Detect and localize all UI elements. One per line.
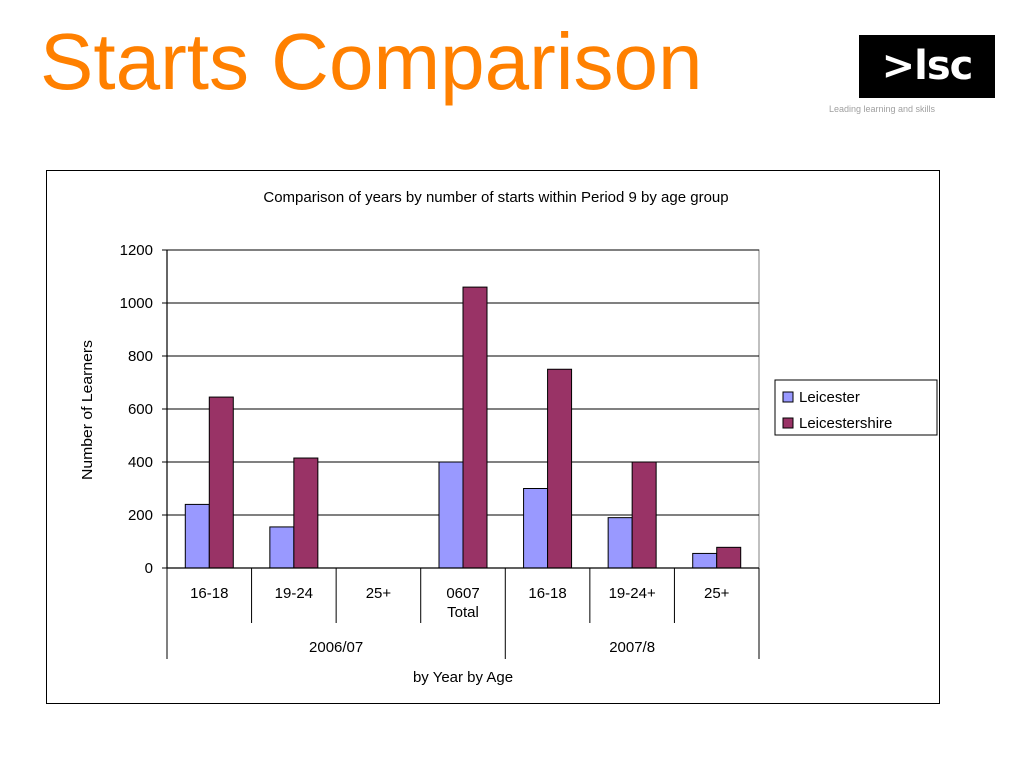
bar (692, 552, 718, 569)
chart-title: Comparison of years by number of starts … (263, 189, 728, 206)
x-tick-label: 25+ (366, 585, 392, 602)
bar (208, 396, 234, 569)
x-tick-label: 16-18 (190, 585, 228, 602)
x-tick-label: 19-24 (275, 585, 313, 602)
x-axis-label: by Year by Age (413, 669, 513, 686)
group-label: 2007/8 (609, 639, 655, 656)
starts-bar-chart: Comparison of years by number of starts … (79, 189, 938, 686)
bar (523, 488, 549, 569)
y-tick-label: 200 (128, 507, 153, 524)
legend-swatch (782, 417, 794, 429)
x-tick-label: 16-18 (528, 585, 566, 602)
x-tick-label: 25+ (704, 585, 730, 602)
legend-entry: Leicester (799, 389, 860, 406)
bar (293, 457, 319, 569)
bar (547, 368, 573, 569)
bar (462, 286, 488, 569)
y-tick-label: 800 (128, 348, 153, 365)
lsc-logo: >lsc (859, 35, 995, 98)
bar (184, 503, 210, 569)
x-tick-label: 0607 (446, 585, 479, 602)
legend-entry: Leicestershire (799, 415, 892, 432)
bar (631, 461, 657, 569)
bar (269, 526, 295, 569)
legend-swatch (782, 391, 794, 403)
x-tick-label: Total (447, 604, 479, 621)
y-axis-label: Number of Learners (79, 340, 96, 480)
legend-box (774, 379, 938, 436)
logo-tagline: Leading learning and skills (828, 104, 936, 114)
slide-title: Starts Comparison (40, 17, 703, 106)
y-tick-label: 400 (128, 454, 153, 471)
bar (716, 546, 742, 569)
x-tick-label: 19-24+ (609, 585, 656, 602)
chart-frame: Comparison of years by number of starts … (46, 170, 940, 704)
y-tick-label: 0 (145, 560, 153, 577)
y-tick-label: 600 (128, 401, 153, 418)
group-label: 2006/07 (309, 639, 363, 656)
y-tick-label: 1200 (120, 242, 153, 259)
bar (607, 517, 633, 569)
bar (438, 461, 464, 569)
y-tick-label: 1000 (120, 295, 153, 312)
